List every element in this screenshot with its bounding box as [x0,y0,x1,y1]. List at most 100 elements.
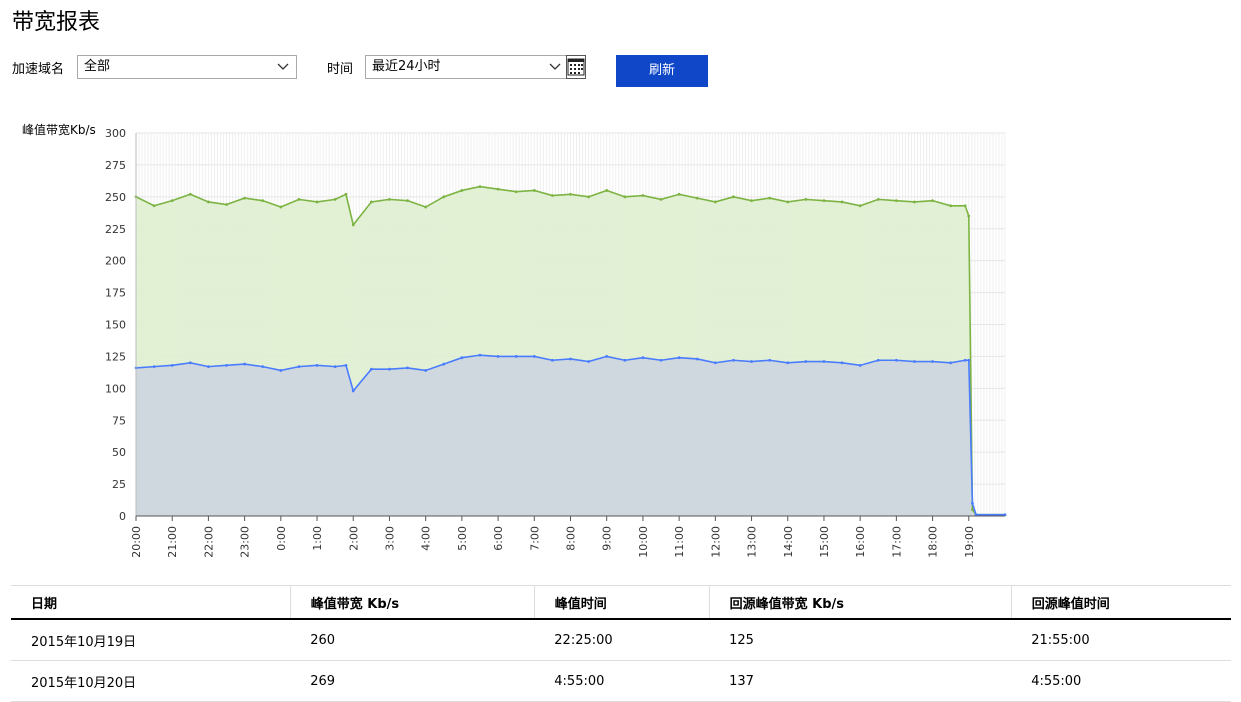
data-point [1003,513,1007,517]
data-point [460,189,464,192]
x-tick-label: 23:00 [239,526,252,558]
data-point [406,199,409,203]
data-point [677,192,681,196]
col-origin-peak-bandwidth[interactable]: 回源峰值带宽 Kb/s [708,585,1012,620]
col-date[interactable]: 日期 [11,585,291,620]
col-origin-peak-time[interactable]: 回源峰值时间 [1010,585,1231,620]
data-point [949,204,953,208]
col-peak-time[interactable]: 峰值时间 [533,585,710,620]
data-point [369,367,373,371]
data-point [967,358,971,362]
data-point [188,361,192,365]
data-point [478,185,482,189]
time-picker: 最近24小时 [365,55,586,79]
x-tick-label: 7:00 [528,526,541,551]
x-tick-label: 14:00 [782,526,795,558]
x-tick-label: 12:00 [709,526,722,558]
data-point [786,200,790,204]
domain-select[interactable]: 全部 [77,55,297,79]
x-tick-label: 15:00 [818,526,831,558]
data-point [532,355,536,358]
data-point [207,200,210,204]
time-label: 时间 [327,62,354,77]
data-point [913,200,916,204]
data-point [333,365,337,369]
table-row: 2015年10月19日 260 22:25:00 125 21:55:00 [11,619,1231,661]
data-point [623,195,627,199]
data-point [605,189,609,192]
data-point [695,357,699,361]
y-tick-label: 75 [112,414,126,427]
data-point [225,203,228,206]
data-point [207,365,210,369]
data-point [822,360,826,363]
refresh-button[interactable]: 刷新 [616,55,708,87]
data-point [804,197,808,201]
data-point [460,356,464,360]
data-point [424,369,428,372]
data-point [659,197,663,201]
calendar-button[interactable] [566,55,586,79]
x-tick-label: 4:00 [420,526,433,551]
data-point [550,194,554,197]
y-tick-label: 150 [105,319,126,332]
data-point [732,358,735,362]
data-point [424,205,428,209]
data-point [876,197,880,201]
x-tick-label: 3:00 [383,526,396,551]
data-point [514,190,518,194]
x-tick-label: 10:00 [637,526,650,558]
cell-peak-bandwidth: 260 [290,619,535,661]
data-point [971,508,974,512]
data-point [605,355,609,358]
y-tick-label: 50 [112,446,126,459]
x-tick-label: 22:00 [202,526,215,558]
data-point [750,199,753,203]
data-point [732,195,735,199]
data-point [963,358,967,362]
x-tick-label: 0:00 [275,526,288,551]
x-tick-label: 16:00 [854,526,867,558]
data-point [442,195,446,199]
col-peak-bandwidth[interactable]: 峰值带宽 Kb/s [289,585,535,620]
data-point [858,363,862,367]
data-point [550,358,554,362]
data-point [876,358,880,362]
series-line [135,185,1005,516]
data-point [351,389,355,393]
data-point [750,360,753,363]
time-select[interactable]: 最近24小时 [365,55,567,79]
cell-origin-peak-bandwidth: 125 [709,619,1012,661]
data-point [170,363,174,367]
y-tick-label: 250 [105,191,126,204]
y-tick-label: 300 [105,127,126,140]
data-point [315,363,319,367]
data-point [388,197,391,201]
data-point [641,356,645,360]
x-tick-label: 18:00 [927,526,940,558]
y-tick-label: 0 [119,510,126,523]
cell-origin-peak-time: 21:55:00 [1011,619,1231,661]
data-point [243,362,247,366]
data-point [170,199,174,203]
y-tick-label: 225 [105,223,126,236]
data-point [315,200,319,204]
data-point [261,365,265,369]
data-point [442,362,446,366]
data-point [641,194,645,197]
data-point [931,360,934,363]
data-point [243,196,247,200]
data-point [840,200,844,204]
series-area [136,355,1005,516]
cell-peak-bandwidth: 269 [290,660,535,702]
y-tick-label: 275 [105,159,126,172]
data-point [822,199,826,203]
data-point [713,361,717,365]
data-point [840,361,844,365]
data-point [894,358,898,362]
data-point [913,360,916,363]
domain-label: 加速域名 [12,62,65,77]
data-point [659,358,663,362]
data-point [225,363,228,367]
cell-date: 2015年10月19日 [11,619,291,661]
